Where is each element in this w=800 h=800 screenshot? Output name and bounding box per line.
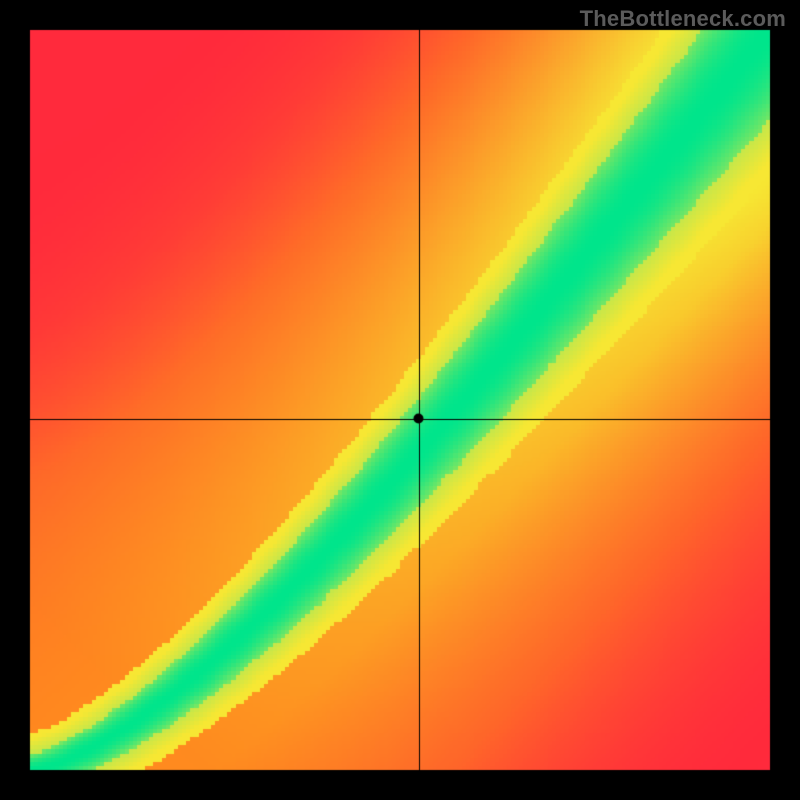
- bottleneck-heatmap: [0, 0, 800, 800]
- watermark-text: TheBottleneck.com: [580, 6, 786, 32]
- chart-container: { "watermark": { "text": "TheBottleneck.…: [0, 0, 800, 800]
